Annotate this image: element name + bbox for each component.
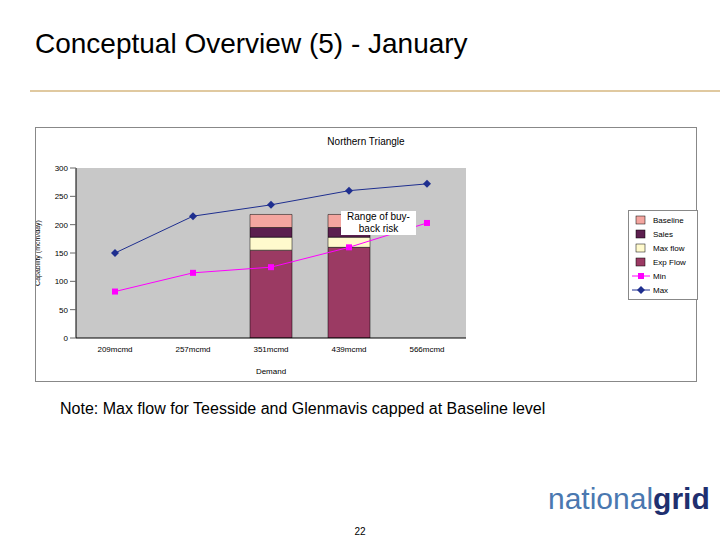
html-text:Baseline: Baseline xyxy=(653,215,684,225)
html-text:Max: Max xyxy=(653,285,669,295)
svg-text:200: 200 xyxy=(55,221,69,230)
svg-text:209mcmd: 209mcmd xyxy=(97,345,132,354)
svg-text:351mcmd: 351mcmd xyxy=(253,345,288,354)
html-text:Min: Min xyxy=(653,271,666,281)
html-text:Range of buy-back risk: Range of buy-back risk xyxy=(347,211,410,234)
svg-text:100: 100 xyxy=(55,277,69,286)
svg-text:Capability (mcm/day): Capability (mcm/day) xyxy=(36,220,42,286)
svg-text:0: 0 xyxy=(64,334,69,343)
html-text:Note: Max flow for Teesside an: Note: Max flow for Teesside and Glenmavi… xyxy=(60,400,546,417)
html-text:national grid: national grid xyxy=(548,482,710,515)
html-text:Max flow: Max flow xyxy=(653,243,685,253)
html-text:Northern Triangle: Northern Triangle xyxy=(327,136,405,147)
html-text:Sales: Sales xyxy=(653,229,673,239)
svg-text:566mcmd: 566mcmd xyxy=(409,345,444,354)
svg-text:439mcmd: 439mcmd xyxy=(331,345,366,354)
svg-text:50: 50 xyxy=(59,306,68,315)
svg-text:257mcmd: 257mcmd xyxy=(175,345,210,354)
html-text:Conceptual Overview (5) - Janu: Conceptual Overview (5) - January xyxy=(35,28,468,59)
svg-text:300: 300 xyxy=(55,164,69,173)
svg-text:Demand: Demand xyxy=(256,367,286,376)
svg-text:250: 250 xyxy=(55,192,69,201)
html-text:Exp Flow: Exp Flow xyxy=(653,257,686,267)
html-text:22: 22 xyxy=(354,526,366,537)
svg-text:150: 150 xyxy=(55,249,69,258)
